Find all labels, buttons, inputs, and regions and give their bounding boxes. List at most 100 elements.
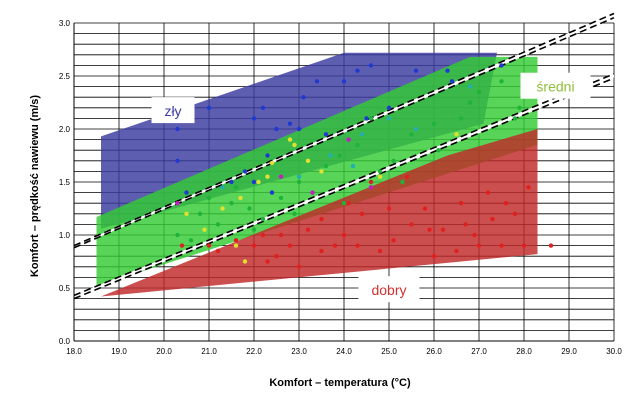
data-point [476,89,482,95]
data-point [206,105,212,111]
data-point [265,259,270,264]
data-point [386,116,392,121]
boundary-line [73,16,615,249]
data-point [319,248,324,254]
data-point [368,185,374,190]
data-point [512,211,518,216]
data-point [503,201,509,206]
data-point [386,206,392,211]
x-tick-label: 30.0 [606,347,622,356]
data-point [485,190,491,195]
data-point [350,163,356,169]
data-point [499,79,504,84]
data-point [251,179,257,185]
region-dobry [101,129,538,297]
boundary-band [74,73,614,299]
data-point [202,227,207,232]
data-point [391,238,396,243]
data-point [319,169,324,174]
data-point [296,126,302,132]
data-point [341,201,347,206]
data-point [413,68,419,73]
region-label-dobry: dobry [371,282,406,298]
data-point [220,206,225,211]
data-point [287,121,293,126]
boundary-lines [73,12,615,300]
data-point [278,174,284,179]
data-point [301,95,306,100]
region-label-box [520,72,591,99]
data-point [229,179,234,185]
data-point [548,243,554,248]
data-point [440,227,446,232]
data-point [422,206,428,211]
data-point [274,126,279,132]
data-point [251,227,257,232]
data-point [265,174,270,179]
x-tick-label: 25.0 [381,347,397,356]
data-point [499,243,504,248]
data-point [355,142,360,148]
data-point [296,264,302,269]
data-point [260,232,266,238]
x-axis-title: Komfort – temperatura (°C) [269,377,411,389]
data-point [256,179,261,185]
x-tick-label: 29.0 [561,347,577,356]
data-point [413,126,419,132]
x-tick-label: 20.0 [156,347,172,356]
data-point [314,79,320,84]
data-point [247,206,252,211]
data-point [305,158,311,163]
data-point [341,79,347,84]
data-point [238,195,243,201]
data-point [409,132,414,137]
data-point [377,169,383,174]
data-point [467,100,473,105]
data-point [260,105,266,111]
data-point [490,216,495,222]
data-point [359,132,365,137]
data-point [323,132,329,137]
data-point [233,238,239,243]
data-point [251,243,257,248]
region-labels: zły średni dobry [151,72,591,303]
data-point [215,248,221,254]
data-point [476,243,482,248]
data-point [197,211,203,216]
x-tick-label: 21.0 [201,347,217,356]
boundary-line [73,12,615,247]
data-point [265,153,270,158]
data-point [310,190,315,195]
data-point [355,243,360,248]
data-point [521,243,527,248]
region-średni [96,56,538,286]
data-point [305,227,311,232]
data-point [233,185,239,190]
data-point [368,116,374,121]
data-point [359,211,365,216]
data-point [292,142,297,148]
data-point [454,132,459,137]
x-tick-label: 28.0 [516,347,532,356]
data-point [386,105,392,111]
y-tick-label: 1.0 [59,231,71,240]
data-point [458,201,464,206]
data-point [215,222,221,227]
data-point [427,227,432,232]
data-point [472,232,477,238]
data-point [296,179,302,185]
data-point [346,137,351,142]
data-points [175,63,554,269]
data-point [328,153,333,158]
data-point [206,243,212,248]
y-tick-label: 3.0 [59,19,71,28]
data-point [179,243,185,248]
data-point [278,232,284,238]
data-point [512,116,518,121]
data-point [346,201,351,206]
data-point [467,84,473,89]
data-point [233,243,239,248]
x-tick-label: 22.0 [246,347,262,356]
data-point [368,63,374,68]
